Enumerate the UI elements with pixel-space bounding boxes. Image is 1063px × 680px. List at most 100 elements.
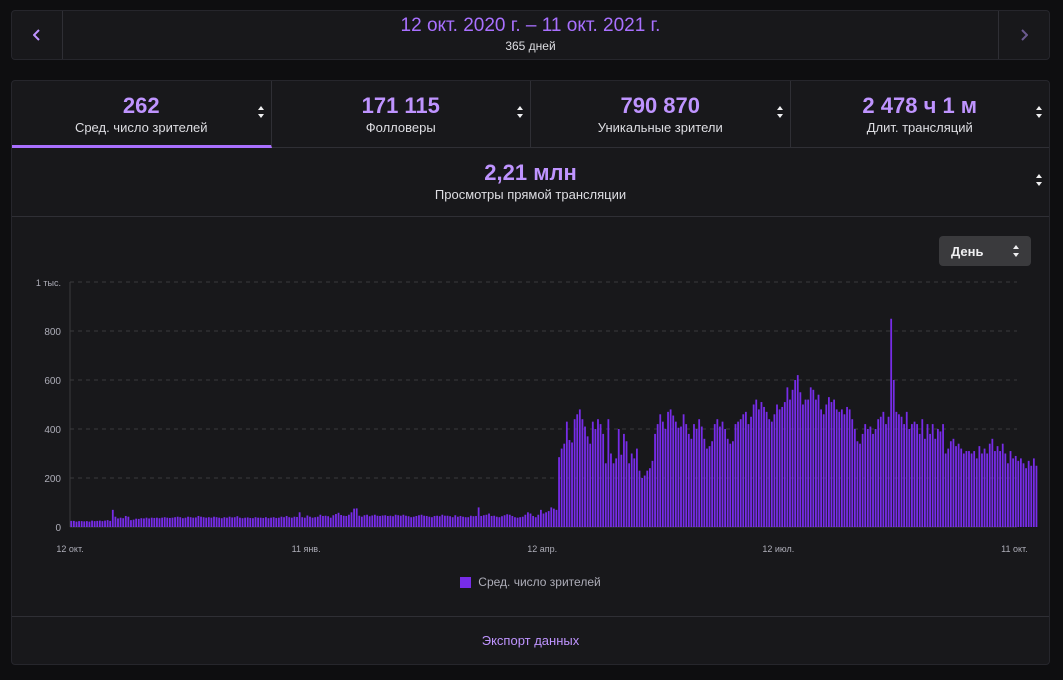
chart-bar <box>604 463 607 527</box>
interval-select[interactable]: День <box>939 236 1031 266</box>
chevron-right-icon <box>1021 29 1028 41</box>
chart-bar <box>1032 458 1035 527</box>
chart-bar <box>179 517 182 527</box>
chart-bar <box>815 399 817 527</box>
export-data-button[interactable]: Экспорт данных <box>12 616 1049 665</box>
chart-bar <box>394 514 397 527</box>
y-tick-label: 0 <box>55 523 61 534</box>
chart-bar <box>127 516 130 527</box>
chart-bar <box>210 517 213 527</box>
chart-bar <box>547 511 550 527</box>
chart-bar <box>623 433 625 527</box>
chart-bar <box>264 517 267 527</box>
chart-bar <box>277 517 280 527</box>
chart-bar <box>319 514 322 527</box>
chart-bar <box>680 426 682 527</box>
chart-bar <box>773 414 776 527</box>
date-range-days: 365 дней <box>505 39 556 53</box>
chart-bar <box>449 516 451 527</box>
next-period-button[interactable] <box>998 11 1049 59</box>
chart-bar <box>475 515 477 527</box>
chart-bar <box>213 516 215 527</box>
chart-bar <box>301 517 304 527</box>
metric-tab-unique-viewers[interactable]: 790 870 Уникальные зрители <box>531 81 791 148</box>
chart-bar <box>742 414 745 527</box>
chart-bar <box>459 515 462 527</box>
chart-bar <box>91 520 93 527</box>
chart-bar <box>480 515 483 527</box>
chart-bar <box>467 517 470 527</box>
chart-bar <box>939 431 942 527</box>
chart-bar <box>335 514 337 527</box>
chart-bar <box>314 517 317 527</box>
prev-period-button[interactable] <box>12 11 63 59</box>
chart-bar <box>384 515 387 527</box>
chart-bar <box>143 518 145 527</box>
chart-bar <box>591 421 594 527</box>
chart-bar <box>565 421 568 527</box>
y-tick-label: 400 <box>44 425 61 436</box>
chart-bar <box>75 521 78 527</box>
chart-bar <box>444 515 446 527</box>
chart-bar <box>194 517 197 527</box>
metric-tab-avg-viewers[interactable]: 262 Сред. число зрителей <box>12 81 272 148</box>
chart-bar <box>493 515 496 527</box>
chart-bar <box>765 411 768 527</box>
chart-bar <box>770 421 773 527</box>
chart-bar <box>275 517 278 527</box>
chart-bar <box>399 515 402 527</box>
chart-bar <box>752 404 755 527</box>
chart-bar <box>825 404 828 527</box>
chart-bar <box>228 516 231 527</box>
chart-bar <box>560 448 563 527</box>
chart-bar <box>911 424 913 527</box>
chart-bar <box>101 521 104 527</box>
chart-bar <box>900 416 903 527</box>
chart-bar <box>983 448 986 527</box>
chart-bar <box>236 516 239 527</box>
chart-bar <box>119 517 122 527</box>
chart-bar <box>952 438 955 527</box>
chart-bar <box>1035 465 1038 527</box>
chart-bar <box>521 516 524 527</box>
chart-bar <box>734 424 737 527</box>
chart-bar <box>454 515 457 527</box>
chevron-left-icon <box>33 29 40 41</box>
chart-bar <box>905 411 908 527</box>
chart-bar <box>363 515 366 527</box>
chart-bar <box>244 517 247 527</box>
select-arrows-icon <box>1013 245 1019 257</box>
chart-bar <box>630 453 633 527</box>
chart-bar <box>168 517 171 527</box>
sort-icon <box>1036 106 1042 118</box>
chart-bar <box>231 517 234 527</box>
date-range: 12 окт. 2020 г. – 11 окт. 2021 г. 365 дн… <box>62 14 999 54</box>
chart-bar <box>262 517 265 527</box>
chart-bar <box>257 517 259 527</box>
chart-bar <box>892 380 895 527</box>
chart-bar <box>799 392 802 527</box>
chart-bar <box>1017 460 1020 527</box>
chart-bar <box>929 433 931 527</box>
chart-bar <box>578 409 581 527</box>
sort-icon <box>776 106 783 118</box>
metric-label: Сред. число зрителей <box>74 120 208 135</box>
chart-bar <box>550 507 553 527</box>
chart-bar <box>944 453 947 527</box>
chart-bar <box>1022 463 1025 527</box>
chart-bar <box>117 518 119 527</box>
chart-bar <box>934 438 937 527</box>
chart-bar <box>602 433 605 527</box>
chart-bar <box>122 518 125 527</box>
metric-tab-stream-duration[interactable]: 2 478 ч 1 м Длит. трансляций <box>790 81 1049 148</box>
chart-bar <box>802 404 804 527</box>
chart-bar <box>392 516 394 527</box>
metric-tab-live-views[interactable]: 2,21 млн Просмотры прямой трансляции <box>12 148 1049 217</box>
chart-bar <box>643 475 646 527</box>
x-tick-label: 12 окт. <box>56 544 83 554</box>
chart-bar <box>744 411 747 527</box>
metric-tab-followers[interactable]: 171 115 Фолловеры <box>271 81 531 148</box>
chart-bar <box>589 443 592 527</box>
chart-bar <box>716 419 719 527</box>
stats-panel: 262 Сред. число зрителей 171 115 Фоллове… <box>11 80 1050 665</box>
